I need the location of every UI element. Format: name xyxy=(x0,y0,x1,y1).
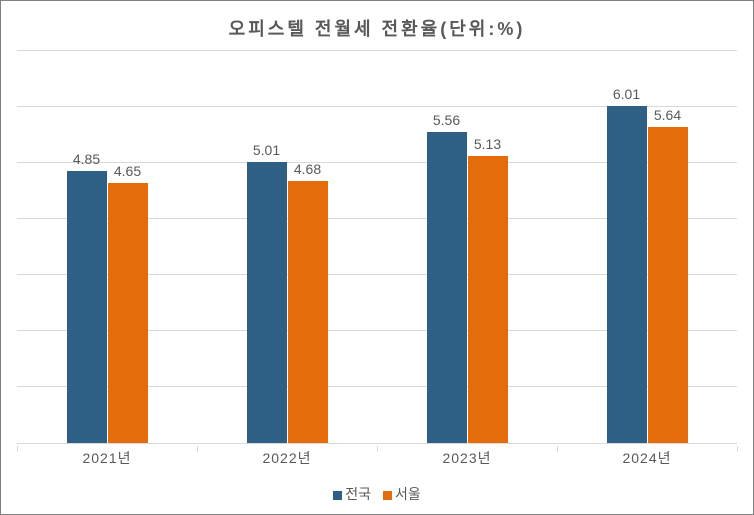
bar-group: 6.01 5.64 xyxy=(557,51,737,443)
plot-area: 4.854.65 5.01 4.68 5.56 5.13 6.01 5.64 xyxy=(17,51,737,444)
legend: 전국 서울 xyxy=(1,484,753,504)
bar-group: 5.01 4.68 xyxy=(197,51,377,443)
bar xyxy=(648,127,688,443)
bar xyxy=(108,183,148,443)
x-axis: 2021년2022년2023년2024년 xyxy=(17,446,737,470)
bar-value-label: 4.68 xyxy=(278,161,338,177)
bar xyxy=(67,171,107,443)
legend-swatch xyxy=(383,491,392,500)
bar-value-label: 5.01 xyxy=(237,142,297,158)
bar xyxy=(247,162,287,443)
legend-label: 서울 xyxy=(395,486,421,502)
bar-group: 4.854.65 xyxy=(17,51,197,443)
x-axis-tick xyxy=(17,446,18,452)
x-axis-label: 2024년 xyxy=(557,448,737,468)
bar xyxy=(607,106,647,443)
bar xyxy=(427,132,467,443)
x-axis-tick xyxy=(377,446,378,452)
chart-title: 오피스텔 전월세 전환율(단위:%) xyxy=(1,1,753,41)
legend-item: 전국 xyxy=(333,484,371,504)
x-axis-label: 2021년 xyxy=(17,448,197,468)
x-axis-tick xyxy=(737,446,738,452)
bar-value-label: 4.65 xyxy=(98,163,158,179)
bar-group: 5.56 5.13 xyxy=(377,51,557,443)
x-axis-label: 2022년 xyxy=(197,448,377,468)
x-axis-label: 2023년 xyxy=(377,448,557,468)
legend-label: 전국 xyxy=(345,486,371,502)
bar-value-label: 5.13 xyxy=(458,136,518,152)
chart-container: 오피스텔 전월세 전환율(단위:%) 4.854.655.014.685.565… xyxy=(0,0,754,515)
x-axis-tick xyxy=(557,446,558,452)
legend-item: 서울 xyxy=(383,484,421,504)
bar xyxy=(468,156,508,443)
bar xyxy=(288,181,328,443)
bar-value-label: 6.01 xyxy=(597,86,657,102)
bar-value-label: 5.64 xyxy=(638,107,698,123)
x-axis-tick xyxy=(197,446,198,452)
legend-swatch xyxy=(333,491,342,500)
bar-value-label: 5.56 xyxy=(417,112,477,128)
